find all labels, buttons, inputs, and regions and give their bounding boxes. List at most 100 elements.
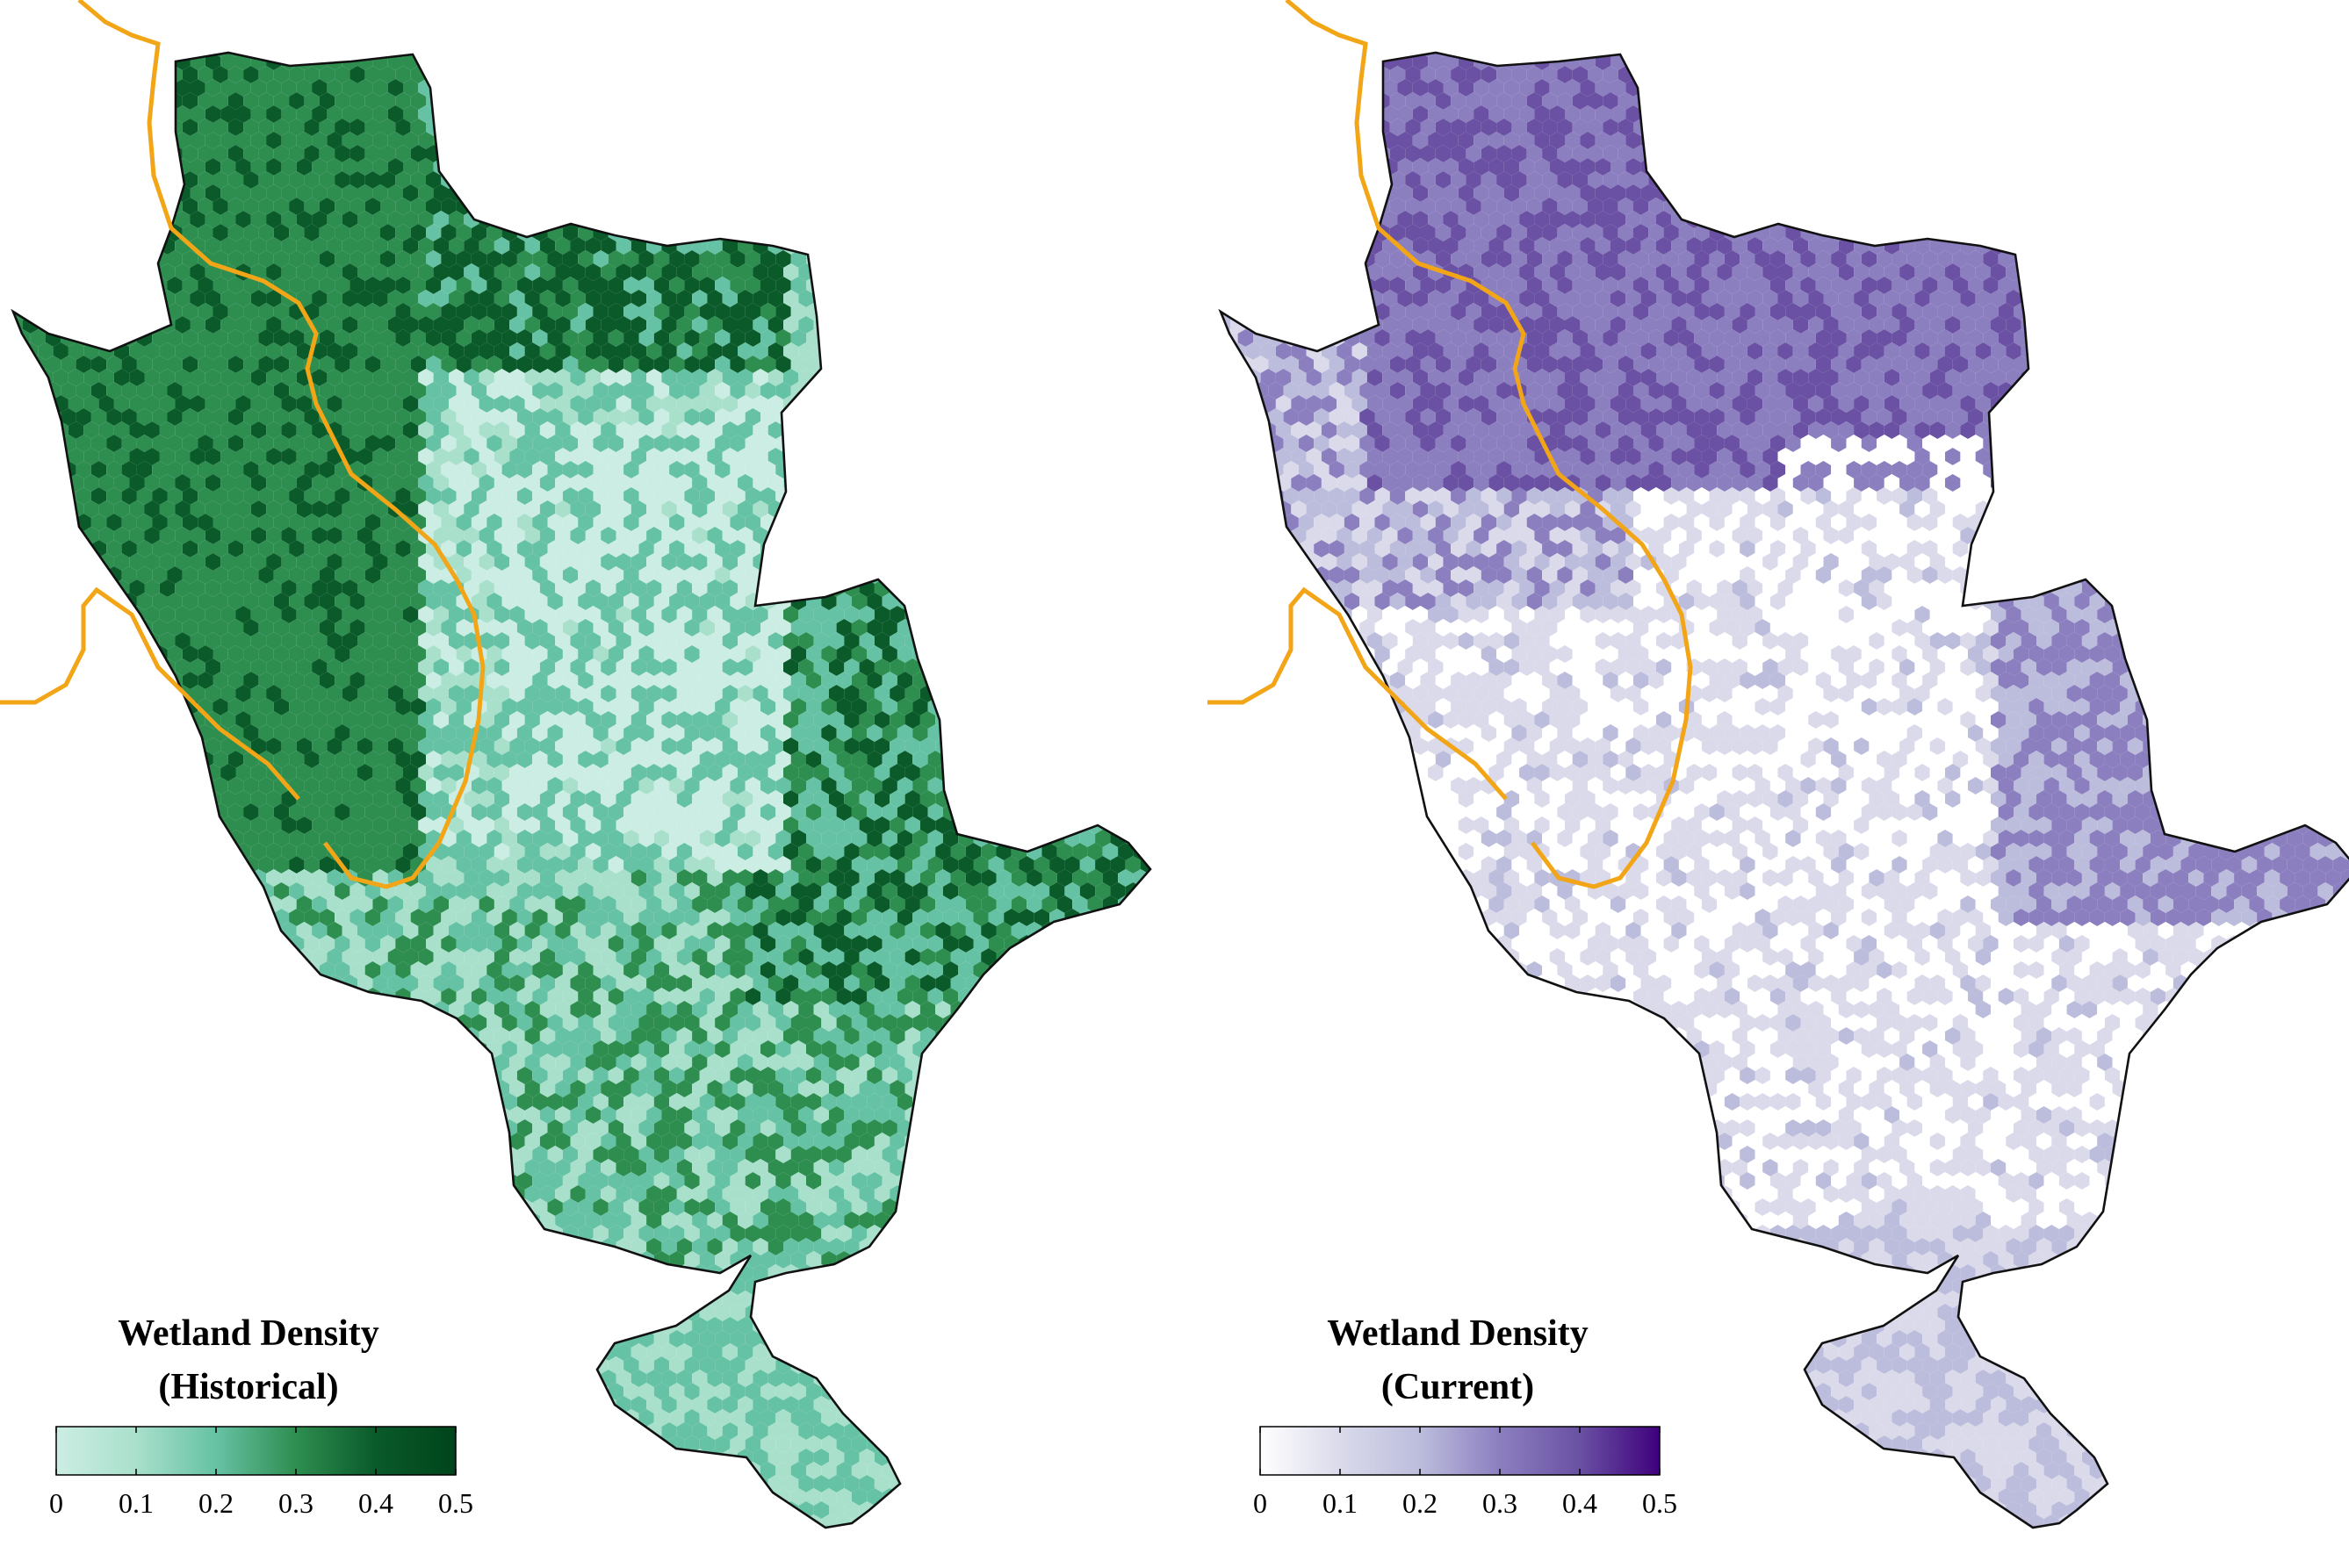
density-hex-cell: [296, 158, 313, 176]
density-hex-cell: [1156, 751, 1171, 768]
density-hex-cell: [113, 369, 130, 386]
density-hex-cell: [1171, 619, 1186, 637]
density-hex-cell: [418, 579, 434, 597]
density-hex-cell: [1148, 685, 1150, 702]
density-hex-cell: [836, 171, 852, 189]
density-hex-cell: [829, 843, 845, 860]
density-hex-cell: [1118, 158, 1134, 176]
density-hex-cell: [266, 790, 282, 808]
density-hex-cell: [798, 79, 814, 97]
density-hex-cell: [783, 632, 799, 650]
density-hex-cell: [296, 500, 313, 518]
density-hex-cell: [1056, 421, 1073, 439]
density-hex-cell: [129, 448, 145, 465]
density-hex-cell: [90, 566, 107, 584]
density-hex-cell: [813, 764, 829, 781]
density-hex-cell: [1041, 711, 1057, 729]
density-hex-cell: [851, 751, 868, 768]
density-hex-cell: [471, 198, 487, 215]
density-hex-cell: [53, 737, 68, 755]
density-hex-cell: [578, 698, 594, 716]
density-hex-cell: [890, 448, 905, 465]
density-hex-cell: [1087, 290, 1103, 307]
density-hex-cell: [996, 421, 1012, 439]
density-hex-cell: [715, 356, 731, 373]
density-hex-cell: [532, 856, 548, 874]
density-hex-cell: [684, 487, 700, 505]
density-hex-cell: [539, 448, 556, 465]
density-hex-cell: [935, 263, 951, 281]
density-hex-cell: [387, 816, 403, 834]
density-hex-cell: [1164, 790, 1178, 808]
density-hex-cell: [821, 514, 837, 531]
density-hex-cell: [630, 421, 647, 439]
density-hex-cell: [258, 356, 274, 373]
density-hex-cell: [327, 316, 342, 334]
density-hex-cell: [129, 395, 145, 413]
density-hex-cell: [767, 184, 783, 202]
density-hex-cell: [136, 698, 153, 716]
density-hex-cell: [1034, 382, 1050, 399]
density-hex-cell: [1072, 527, 1088, 544]
density-hex-cell: [630, 79, 647, 97]
density-hex-cell: [23, 211, 39, 228]
density-hex-cell: [403, 606, 419, 623]
density-hex-cell: [1034, 514, 1050, 531]
density-hex-cell: [874, 158, 890, 176]
density-hex-cell: [364, 645, 380, 663]
density-hex-cell: [175, 316, 191, 334]
density-hex-cell: [213, 672, 228, 689]
density-hex-cell: [684, 66, 700, 83]
density-hex-cell: [867, 830, 883, 847]
density-hex-cell: [13, 224, 16, 241]
density-hex-cell: [684, 277, 700, 294]
density-hex-cell: [1034, 435, 1050, 452]
density-hex-cell: [1027, 790, 1042, 808]
density-hex-cell: [364, 66, 380, 83]
density-hex-cell: [638, 461, 654, 478]
density-hex-cell: [638, 435, 654, 452]
density-hex-cell: [335, 66, 350, 83]
density-hex-cell: [935, 474, 951, 492]
density-hex-cell: [0, 553, 8, 571]
density-hex-cell: [1064, 171, 1080, 189]
density-hex-cell: [783, 606, 799, 623]
density-hex-cell: [304, 830, 320, 847]
density-hex-cell: [61, 171, 76, 189]
density-hex-cell: [99, 26, 114, 44]
density-hex-cell: [524, 158, 540, 176]
density-hex-cell: [342, 184, 357, 202]
density-hex-cell: [790, 698, 806, 716]
density-hex-cell: [144, 764, 160, 781]
density-hex-cell: [630, 764, 647, 781]
density-hex-cell: [304, 92, 320, 110]
density-hex-cell: [1027, 737, 1042, 755]
density-hex-cell: [988, 224, 1005, 241]
density-hex-cell: [570, 685, 586, 702]
density-hex-cell: [653, 66, 670, 83]
density-hex-cell: [182, 250, 198, 268]
density-hex-cell: [996, 606, 1012, 623]
density-hex-cell: [1095, 540, 1111, 557]
density-hex-cell: [372, 342, 388, 360]
density-hex-cell: [1079, 382, 1096, 399]
density-hex-cell: [61, 803, 76, 821]
density-hex-cell: [730, 92, 746, 110]
density-hex-cell: [1156, 540, 1171, 557]
density-hex-cell: [836, 329, 852, 347]
density-hex-cell: [813, 474, 829, 492]
density-hex-cell: [1171, 724, 1186, 742]
density-hex-cell: [136, 803, 153, 821]
density-hex-cell: [775, 92, 791, 110]
density-hex-cell: [175, 790, 191, 808]
density-hex-cell: [68, 579, 84, 597]
density-hex-cell: [790, 329, 806, 347]
density-hex-cell: [653, 751, 670, 768]
density-hex-cell: [829, 26, 844, 44]
density-hex-cell: [775, 777, 791, 795]
density-hex-cell: [464, 369, 479, 386]
density-hex-cell: [630, 316, 647, 334]
density-hex-cell: [516, 382, 533, 399]
density-hex-cell: [13, 579, 23, 597]
density-hex-cell: [1064, 92, 1080, 110]
